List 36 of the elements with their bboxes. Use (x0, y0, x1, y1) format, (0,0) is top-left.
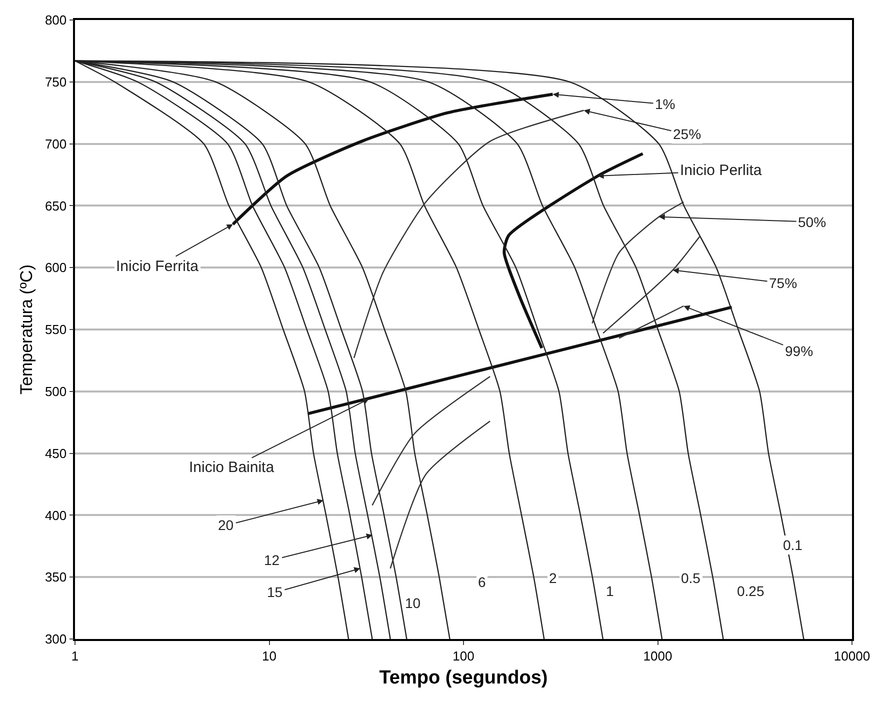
y-tick-label: 650 (44, 198, 67, 214)
annotation: Inicio Ferrita (116, 258, 200, 275)
y-tick-label: 350 (44, 570, 67, 585)
annotation: 2 (549, 570, 557, 586)
annotation: 1% (655, 96, 676, 112)
annotation: 6 (478, 574, 486, 590)
annotation: 0.1 (783, 537, 803, 553)
annotation: 15 (267, 584, 283, 600)
x-axis-title: Tempo (segundos) (379, 668, 548, 689)
annotation: 10 (405, 595, 421, 611)
y-tick-label: 750 (44, 74, 67, 90)
annotation: 99% (785, 343, 814, 359)
y-tick-label: 550 (44, 322, 67, 338)
y-tick-label: 600 (44, 260, 67, 276)
annotation: 0.25 (737, 583, 764, 599)
annotation: 0.5 (681, 570, 701, 586)
x-tick-label: 10000 (834, 648, 870, 664)
y-tick-label: 400 (44, 508, 67, 523)
y-tick-label: 800 (44, 12, 67, 28)
x-tick-label: 10 (262, 648, 276, 664)
x-tick-label: 1000 (643, 648, 672, 664)
y-tick-label: 700 (44, 136, 67, 152)
annotation: 25% (673, 126, 702, 142)
annotation: 12 (264, 552, 280, 568)
annotation: Inicio Bainita (189, 459, 275, 476)
y-tick-label: 450 (44, 446, 67, 461)
annotation: Inicio Perlita (680, 162, 762, 179)
x-tick-label: 100 (452, 648, 474, 664)
annotation: 1 (606, 583, 614, 599)
annotation: 75% (769, 275, 798, 291)
annotation: 50% (798, 214, 826, 230)
y-tick-label: 300 (44, 632, 67, 647)
y-tick-label: 500 (44, 384, 67, 399)
annotation: 20 (218, 517, 234, 533)
y-axis-title: Temperatura (ºC) (16, 264, 36, 394)
x-tick-label: 1 (71, 648, 79, 664)
